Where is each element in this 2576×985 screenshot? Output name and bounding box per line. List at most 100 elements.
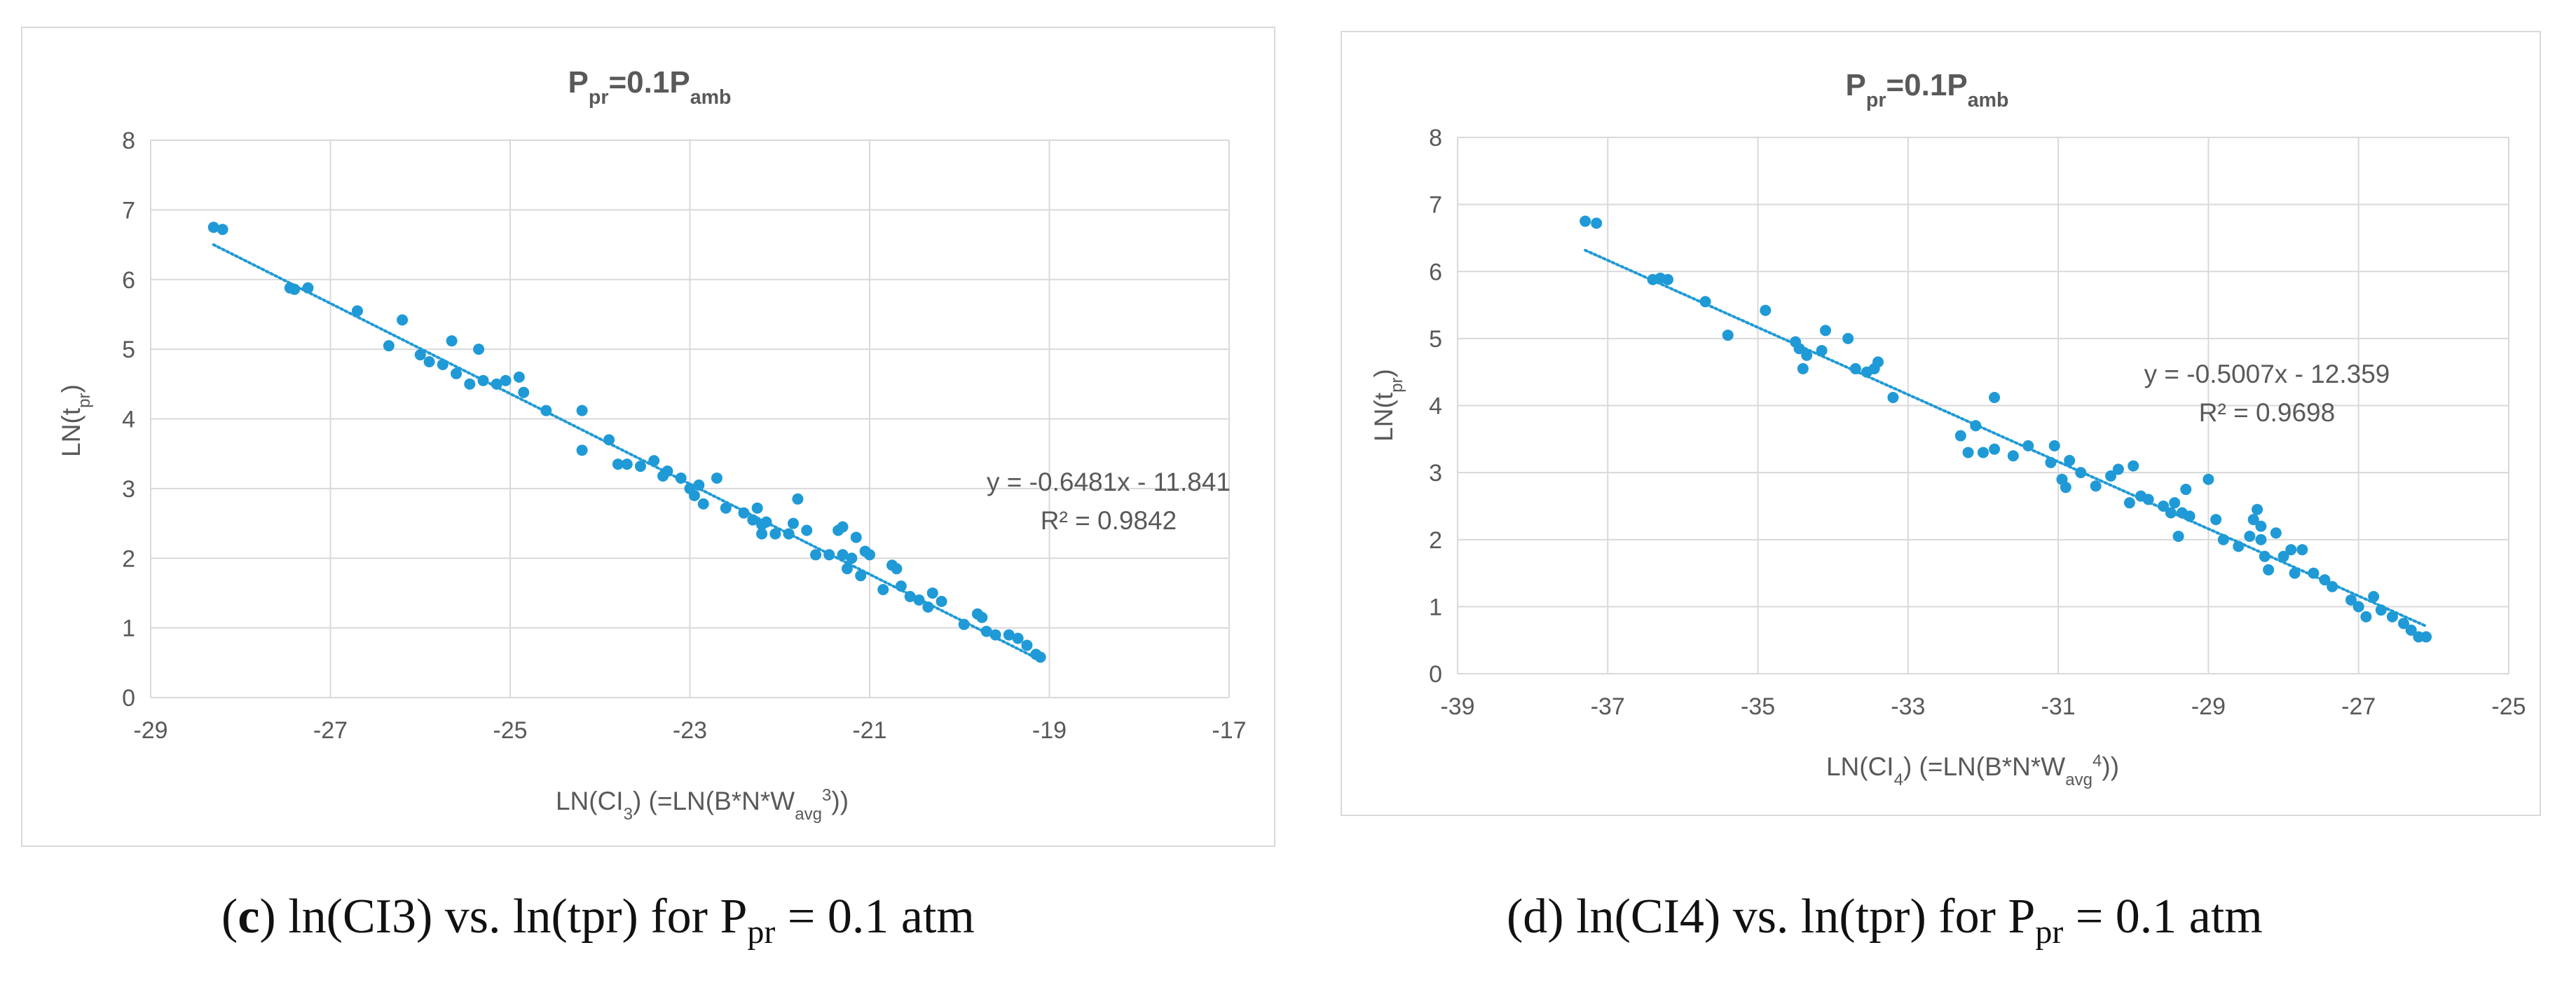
data-point	[2244, 530, 2256, 542]
data-point	[2252, 503, 2263, 515]
x-tick-label: -33	[1891, 693, 1925, 720]
y-axis-label: LN(tpr)	[57, 384, 94, 457]
data-point	[2296, 544, 2308, 556]
data-point	[989, 629, 1001, 641]
y-axis-label: LN(tpr)	[1369, 369, 1406, 442]
data-point	[936, 595, 947, 607]
x-axis-label: LN(CI4) (=LN(B*N*Wavg4))	[1826, 752, 2119, 789]
y-tick-label: 0	[1429, 661, 1442, 688]
data-point	[397, 314, 409, 326]
data-point	[2285, 544, 2297, 556]
data-point	[2064, 454, 2076, 466]
data-point	[576, 405, 588, 416]
data-point	[846, 552, 858, 564]
data-point	[2184, 510, 2195, 522]
data-point	[1989, 392, 2001, 404]
data-point	[2090, 480, 2102, 492]
chart-panel-c: 0 1 2 3 4 5 6 7 8 -29 -27 -25 -23 -21 -19 -17 Ppr=0.1Pam…	[21, 27, 1275, 847]
y-tick-label: 4	[1429, 393, 1442, 420]
y-tick-label: 7	[122, 197, 135, 224]
chart-panel-d: 0 1 2 3 4 5 6 7 8 -39 -37 -35 -33 -31 -29 -27 -25 Ppr=0.1…	[1341, 31, 2541, 816]
data-point	[2123, 497, 2135, 509]
caption-text-d: ln(CI4) vs. ln(tpr) for P	[1563, 890, 2036, 944]
data-point	[1849, 362, 1861, 374]
data-point	[792, 493, 804, 505]
caption-sub-d: pr	[2035, 913, 2064, 951]
chart-title: Ppr=0.1Pamb	[1846, 68, 2009, 111]
data-point	[1760, 304, 1772, 316]
data-point	[1872, 356, 1884, 368]
data-point	[2247, 514, 2259, 526]
x-tick-label: -27	[2341, 693, 2376, 720]
data-point	[207, 222, 219, 233]
data-point	[864, 549, 875, 561]
data-point	[2345, 594, 2357, 606]
data-point	[423, 356, 435, 368]
caption-letter-d: (d)	[1507, 890, 1564, 944]
data-point	[1962, 447, 1974, 458]
data-point	[540, 405, 552, 416]
data-point	[697, 498, 709, 510]
data-point	[720, 502, 732, 514]
data-point	[2368, 591, 2380, 603]
data-point	[810, 549, 822, 561]
caption-c: (c) ln(CI3) vs. ln(tpr) for Ppr = 0.1 at…	[221, 890, 975, 951]
chart-title: Ppr=0.1Pamb	[568, 65, 732, 109]
data-point	[2405, 624, 2417, 636]
data-point	[2233, 541, 2245, 552]
data-point	[2048, 440, 2060, 451]
data-point	[603, 434, 615, 446]
x-tick-label: -31	[2041, 693, 2076, 720]
data-point	[2360, 611, 2372, 623]
data-point	[1003, 629, 1015, 641]
caption-post-d: = 0.1 atm	[2063, 890, 2263, 944]
data-point	[675, 472, 687, 484]
data-point	[801, 524, 813, 536]
caption-d: (d) ln(CI4) vs. ln(tpr) for Ppr = 0.1 at…	[1507, 889, 2263, 951]
data-point	[500, 374, 512, 386]
data-point	[491, 378, 502, 390]
data-point	[1820, 325, 1831, 337]
data-point	[693, 479, 705, 491]
y-tick-label: 3	[122, 476, 135, 503]
data-point	[513, 371, 525, 383]
data-point	[2255, 520, 2267, 532]
x-tick-label: -29	[2191, 693, 2226, 720]
data-point	[217, 224, 228, 236]
data-point	[1580, 215, 1591, 227]
data-point	[2352, 601, 2364, 613]
x-tick-label: -17	[1212, 717, 1246, 744]
data-point	[2045, 456, 2057, 468]
y-tick-label: 8	[1429, 125, 1442, 151]
data-point	[841, 563, 853, 575]
data-point	[2022, 440, 2034, 451]
data-point	[1722, 330, 1734, 341]
data-point	[2263, 564, 2275, 576]
data-point	[2375, 604, 2387, 616]
x-tick-label: -19	[1032, 717, 1067, 744]
data-point	[2308, 567, 2320, 579]
y-tick-label: 6	[122, 267, 135, 294]
data-point	[2075, 467, 2087, 479]
data-point	[518, 386, 530, 398]
x-tick-label: -29	[133, 717, 167, 744]
scatter-chart-c: 0 1 2 3 4 5 6 7 8 -29 -27 -25 -23 -21 -19 -17 Ppr=0.1Pam…	[57, 65, 1247, 824]
data-point	[634, 461, 646, 473]
data-point	[621, 458, 633, 470]
data-point	[751, 502, 763, 514]
data-point	[837, 549, 849, 561]
data-point	[414, 349, 426, 361]
x-tick-label: -25	[493, 717, 527, 744]
scatter-chart-d: 0 1 2 3 4 5 6 7 8 -39 -37 -35 -33 -31 -29 -27 -25 Ppr=0.1…	[1369, 68, 2526, 789]
data-point	[383, 340, 395, 352]
y-tick-label: 3	[1429, 460, 1442, 487]
data-point	[2259, 550, 2270, 562]
data-point	[657, 470, 669, 482]
data-point	[2142, 494, 2154, 505]
data-point	[351, 305, 363, 317]
data-point	[1989, 443, 2001, 455]
data-point	[576, 444, 588, 456]
data-point	[1954, 430, 1966, 442]
data-point	[1816, 345, 1828, 357]
data-point	[1978, 447, 1989, 458]
